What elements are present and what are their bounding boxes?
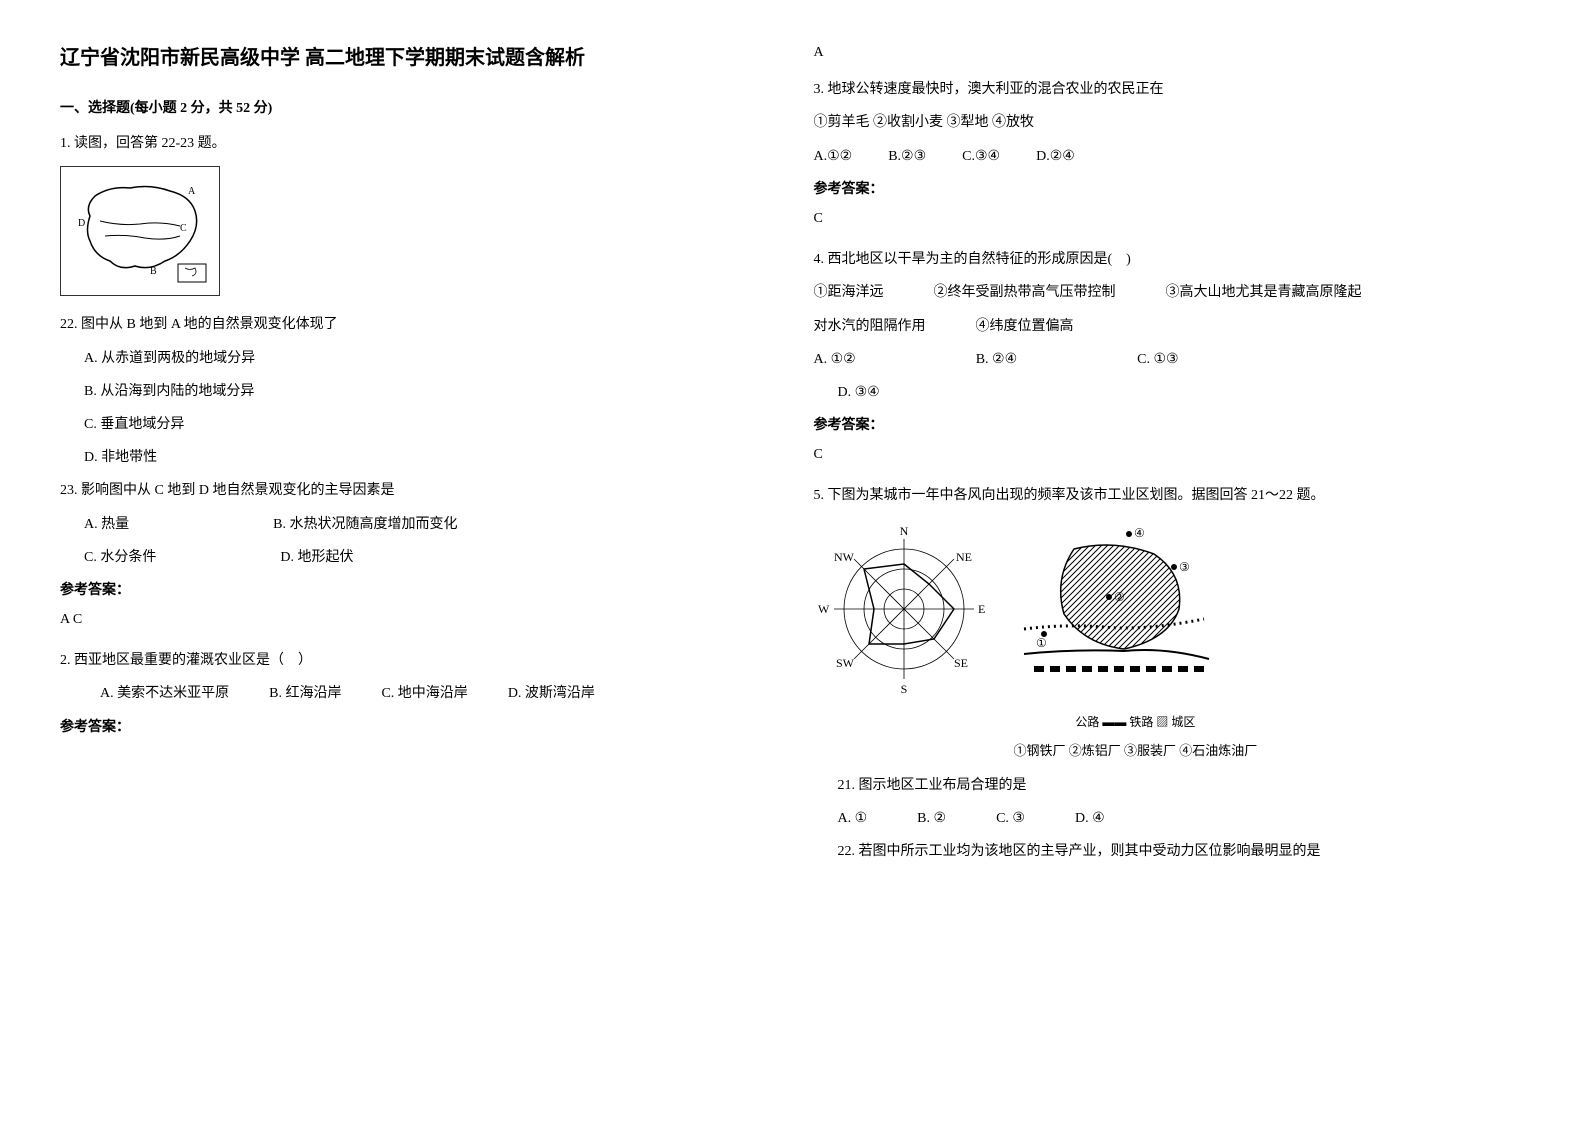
q23-opt-b: B. 水热状况随高度增加而变化 <box>273 512 457 537</box>
marker-1: ① <box>1036 636 1047 650</box>
q23-opt-c: C. 水分条件 <box>84 545 156 570</box>
q4-line-1: ①距海洋远 ②终年受副热带高气压带控制 ③高大山地尤其是青藏高原隆起 <box>814 280 1528 305</box>
q22-opt-b: B. 从沿海到内陆的地域分异 <box>60 379 774 404</box>
dir-e: E <box>978 602 985 616</box>
section-1-title: 一、选择题(每小题 2 分，共 52 分) <box>60 96 774 121</box>
china-map-figure: A B C D <box>60 166 220 296</box>
q1-answer-label: 参考答案： <box>60 578 774 603</box>
marker-3: ③ <box>1179 560 1190 574</box>
q2-answer: A <box>814 40 1528 65</box>
q3-opt-b: B.②③ <box>888 144 926 169</box>
q2-answer-label: 参考答案： <box>60 715 774 740</box>
q3-stem: 3. 地球公转速度最快时，澳大利亚的混合农业的农民正在 <box>814 77 1528 102</box>
question-2-block: 2. 西亚地区最重要的灌溉农业区是（ ） A. 美索不达米亚平原 B. 红海沿岸… <box>60 648 774 740</box>
left-column: 辽宁省沈阳市新民高级中学 高二地理下学期期末试题含解析 一、选择题(每小题 2 … <box>60 40 774 880</box>
q5-stem: 5. 下图为某城市一年中各风向出现的频率及该市工业区划图。据图回答 21～22 … <box>814 483 1528 508</box>
dir-w: W <box>818 602 830 616</box>
q4-options-row-1: A. ①② B. ②④ C. ①③ <box>814 347 1528 372</box>
document-title: 辽宁省沈阳市新民高级中学 高二地理下学期期末试题含解析 <box>60 40 774 76</box>
q23-stem: 23. 影响图中从 C 地到 D 地自然景观变化的主导因素是 <box>60 478 774 503</box>
q1-answer: A C <box>60 607 774 632</box>
q3-choices: ①剪羊毛 ②收割小麦 ③犁地 ④放牧 <box>814 110 1528 135</box>
china-map-svg: A B C D <box>70 176 210 286</box>
q4-opt-a: A. ①② <box>814 347 856 372</box>
q23-opt-d: D. 地形起伏 <box>280 545 353 570</box>
q5-q21-opt-a: A. ① <box>838 806 868 831</box>
dir-nw: NW <box>834 550 855 564</box>
q3-opt-a: A.①② <box>814 144 853 169</box>
q23-options-row-1: A. 热量 B. 水热状况随高度增加而变化 <box>60 512 774 537</box>
q5-q21-opt-d: D. ④ <box>1075 806 1105 831</box>
q4-opt-b: B. ②④ <box>976 347 1017 372</box>
q2-options-row: A. 美索不达米亚平原 B. 红海沿岸 C. 地中海沿岸 D. 波斯湾沿岸 <box>60 681 774 706</box>
dir-se: SE <box>954 656 968 670</box>
dir-ne: NE <box>956 550 972 564</box>
q5-diagram-row: N NE E SE S SW W NW <box>814 519 1528 763</box>
q2-opt-c: C. 地中海沿岸 <box>381 681 467 706</box>
dir-sw: SW <box>836 656 855 670</box>
q22-opt-c: C. 垂直地域分异 <box>60 412 774 437</box>
question-3-block: 3. 地球公转速度最快时，澳大利亚的混合农业的农民正在 ①剪羊毛 ②收割小麦 ③… <box>814 77 1528 231</box>
q4-opt-c: C. ①③ <box>1137 347 1178 372</box>
q4-answer: C <box>814 442 1528 467</box>
q4-line-2: 对水汽的阻隔作用 ④纬度位置偏高 <box>814 314 1528 339</box>
svg-text:A: A <box>188 186 196 197</box>
q4-choice-3: ③高大山地尤其是青藏高原隆起 <box>1166 280 1362 305</box>
q5-q21-opt-b: B. ② <box>917 806 946 831</box>
q22-opt-a: A. 从赤道到两极的地域分异 <box>60 346 774 371</box>
q23-opt-a: A. 热量 <box>84 512 129 537</box>
q2-opt-d: D. 波斯湾沿岸 <box>508 681 595 706</box>
map-legend: 公路 ▬▬ 铁路 ▨ 城区 <box>1014 712 1258 734</box>
question-4-block: 4. 西北地区以干旱为主的自然特征的形成原因是( ) ①距海洋远 ②终年受副热带… <box>814 247 1528 467</box>
q3-opt-d: D.②④ <box>1036 144 1075 169</box>
q23-options-row-2: C. 水分条件 D. 地形起伏 <box>60 545 774 570</box>
q4-choice-4: ④纬度位置偏高 <box>976 314 1074 339</box>
q2-opt-a: A. 美索不达米亚平原 <box>100 681 229 706</box>
svg-text:B: B <box>150 266 157 277</box>
q22-stem: 22. 图中从 B 地到 A 地的自然景观变化体现了 <box>60 312 774 337</box>
q5-q22-stem: 22. 若图中所示工业均为该地区的主导产业，则其中受动力区位影响最明显的是 <box>814 839 1528 864</box>
q5-q21-stem: 21. 图示地区工业布局合理的是 <box>814 773 1528 798</box>
q3-answer: C <box>814 206 1528 231</box>
factory-labels: ①钢铁厂 ②炼铝厂 ③服装厂 ④石油炼油厂 <box>1014 739 1258 762</box>
q4-choice-3b: 对水汽的阻隔作用 <box>814 314 926 339</box>
q5-q21-options: A. ① B. ② C. ③ D. ④ <box>814 806 1528 831</box>
q22-opt-d: D. 非地带性 <box>60 445 774 470</box>
q4-choice-1: ①距海洋远 <box>814 280 884 305</box>
q2-stem: 2. 西亚地区最重要的灌溉农业区是（ ） <box>60 648 774 673</box>
question-1-block: 1. 读图，回答第 22-23 题。 A B C D 22. 图中从 B 地到 … <box>60 131 774 632</box>
q3-opt-c: C.③④ <box>962 144 1000 169</box>
q3-options-row: A.①② B.②③ C.③④ D.②④ <box>814 144 1528 169</box>
city-map-diagram: ① ② ③ ④ 公路 ▬▬ 铁路 ▨ 城区 ①钢铁厂 ②炼铝厂 ③服装厂 ④石油… <box>1014 519 1258 763</box>
q4-choice-2: ②终年受副热带高气压带控制 <box>934 280 1116 305</box>
q2-opt-b: B. 红海沿岸 <box>269 681 341 706</box>
q3-answer-label: 参考答案： <box>814 177 1528 202</box>
q5-q21-opt-c: C. ③ <box>996 806 1025 831</box>
right-column: A 3. 地球公转速度最快时，澳大利亚的混合农业的农民正在 ①剪羊毛 ②收割小麦… <box>814 40 1528 880</box>
q1-intro: 1. 读图，回答第 22-23 题。 <box>60 131 774 156</box>
marker-2: ② <box>1114 590 1125 604</box>
wind-rose-diagram: N NE E SE S SW W NW <box>814 519 994 708</box>
dir-n: N <box>899 524 908 538</box>
q4-answer-label: 参考答案： <box>814 413 1528 438</box>
svg-text:C: C <box>180 223 187 234</box>
svg-text:D: D <box>78 218 85 229</box>
marker-4: ④ <box>1134 526 1145 540</box>
q4-stem: 4. 西北地区以干旱为主的自然特征的形成原因是( ) <box>814 247 1528 272</box>
dir-s: S <box>900 682 907 696</box>
q4-opt-d: D. ③④ <box>814 380 1528 405</box>
question-5-block: 5. 下图为某城市一年中各风向出现的频率及该市工业区划图。据图回答 21～22 … <box>814 483 1528 864</box>
